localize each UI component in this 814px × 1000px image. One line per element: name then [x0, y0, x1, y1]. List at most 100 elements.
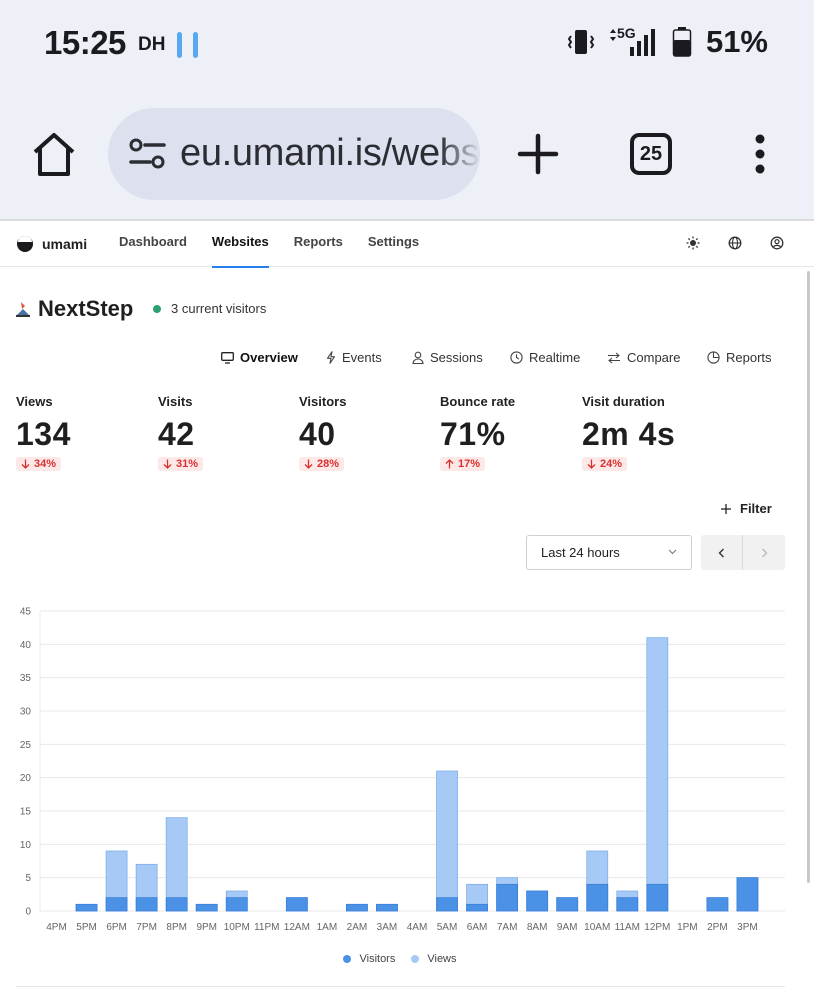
tab-reports-label: Reports: [726, 350, 772, 365]
x-tick-label: 2AM: [347, 922, 368, 933]
pageviews-chart: 0 5 10 15 20 25 30 35 40 45 4PM 5PM 6PM 7PM 8PM 9PM 10PM…: [20, 607, 785, 933]
main-nav: Dashboard Websites Reports Settings: [119, 221, 444, 268]
filter-button[interactable]: Filter: [720, 501, 772, 516]
bar-visitors[interactable]: [75, 903, 98, 912]
home-icon[interactable]: [30, 130, 78, 178]
current-visitors[interactable]: 3 current visitors: [153, 301, 266, 316]
next-period-button[interactable]: [743, 535, 785, 570]
bar-visitors[interactable]: [616, 897, 639, 912]
metric-visitors: Visitors 40 28%: [299, 394, 346, 474]
legend-dot: [343, 955, 352, 963]
tab-reports[interactable]: Reports: [707, 350, 772, 365]
date-pager: [701, 535, 785, 570]
language-globe-icon[interactable]: [728, 236, 742, 250]
x-tick-label: 5PM: [76, 922, 97, 933]
tab-overview[interactable]: Overview: [221, 350, 298, 365]
bar-visitors[interactable]: [736, 877, 759, 912]
tab-sessions[interactable]: Sessions: [412, 350, 483, 365]
url-text[interactable]: eu.umami.is/websites: [180, 132, 480, 174]
tab-events[interactable]: Events: [326, 350, 382, 365]
legend-views[interactable]: Views: [411, 953, 457, 965]
bar-visitors[interactable]: [706, 897, 729, 912]
bar-visitors[interactable]: [436, 897, 458, 912]
metric-change: 28%: [299, 457, 345, 471]
theme-sun-icon[interactable]: [686, 236, 700, 250]
vibrate-icon: [567, 30, 595, 54]
bar-visitors[interactable]: [195, 903, 218, 912]
metric-value: 40: [299, 416, 336, 452]
website-tabs: Overview Events Sessions Realtime Compar…: [0, 350, 814, 370]
chevron-left-icon: [718, 548, 724, 557]
page-scrollbar[interactable]: [807, 271, 810, 883]
x-tick-label: 6AM: [467, 922, 488, 933]
more-menu-icon[interactable]: [750, 134, 770, 174]
url-bar[interactable]: eu.umami.is/websites: [108, 108, 480, 200]
bar-visitors[interactable]: [346, 903, 368, 912]
bar-views[interactable]: [165, 817, 188, 912]
y-tick-label: 45: [20, 607, 32, 618]
legend-visitors[interactable]: Visitors: [343, 953, 395, 965]
bar-visitors[interactable]: [105, 897, 128, 912]
metric-visit-duration: Visit duration 2m 4s 24%: [582, 394, 675, 474]
app-header: umami Dashboard Websites Reports Setting…: [0, 219, 814, 268]
metric-bounce-rate: Bounce rate 71% 17%: [440, 394, 515, 474]
legend-label: Views: [427, 953, 457, 965]
signal-icon: [609, 29, 655, 56]
bar-visitors[interactable]: [135, 897, 158, 912]
metric-change: 17%: [440, 457, 486, 471]
metric-label: Views: [16, 394, 53, 409]
website-name: NextStep: [38, 296, 134, 321]
user-icon: [412, 351, 424, 364]
bar-visitors[interactable]: [225, 897, 248, 912]
monitor-icon: [221, 351, 234, 364]
y-tick-label: 10: [20, 840, 32, 851]
logo[interactable]: umami: [16, 235, 87, 253]
y-tick-label: 40: [20, 640, 32, 651]
filter-label: Filter: [740, 501, 772, 516]
tab-realtime[interactable]: Realtime: [510, 350, 580, 365]
metric-label: Visit duration: [582, 394, 665, 409]
nav-websites[interactable]: Websites: [211, 221, 269, 268]
metric-change: 31%: [158, 457, 204, 471]
bar-visitors[interactable]: [496, 883, 519, 912]
bar-visitors[interactable]: [556, 897, 579, 912]
logo-text: umami: [42, 236, 88, 252]
bar-views[interactable]: [646, 637, 669, 912]
bar-views[interactable]: [436, 770, 458, 912]
arrow-down-icon: [304, 459, 313, 469]
bar-visitors[interactable]: [376, 903, 398, 912]
arrow-down-icon: [163, 459, 172, 469]
nav-reports[interactable]: Reports: [293, 234, 343, 249]
x-tick-label: 2PM: [707, 922, 728, 933]
bar-visitors[interactable]: [165, 897, 188, 912]
bar-visitors[interactable]: [285, 897, 308, 912]
previous-period-button[interactable]: [701, 535, 743, 570]
y-tick-label: 15: [20, 807, 32, 818]
url-fade: [440, 108, 480, 200]
x-tick-label: 6PM: [106, 922, 127, 933]
date-range-select[interactable]: Last 24 hours: [526, 535, 692, 570]
x-tick-label: 9PM: [196, 922, 217, 933]
metric-change-value: 28%: [317, 458, 340, 470]
metric-change-value: 24%: [600, 458, 623, 470]
bar-visitors[interactable]: [646, 883, 669, 912]
x-tick-label: 1AM: [317, 922, 338, 933]
site-settings-icon[interactable]: [128, 136, 168, 172]
media-indicator-icon: [177, 32, 198, 58]
x-tick-label: 11AM: [615, 922, 640, 933]
nav-dashboard[interactable]: Dashboard: [119, 234, 187, 249]
tab-compare[interactable]: Compare: [607, 350, 680, 365]
new-tab-icon[interactable]: [516, 132, 560, 176]
x-tick-label: 8PM: [166, 922, 187, 933]
y-tick-label: 30: [20, 707, 32, 718]
profile-icon[interactable]: [770, 236, 784, 250]
chevron-right-icon: [761, 548, 767, 557]
bar-visitors[interactable]: [526, 890, 549, 912]
y-tick-label: 35: [20, 673, 32, 684]
tab-switcher-button[interactable]: 25: [630, 133, 672, 175]
x-tick-label: 12AM: [284, 922, 310, 933]
bar-visitors[interactable]: [466, 903, 488, 912]
x-tick-label: 4AM: [407, 922, 428, 933]
bar-visitors[interactable]: [586, 883, 609, 912]
nav-settings[interactable]: Settings: [367, 234, 420, 249]
